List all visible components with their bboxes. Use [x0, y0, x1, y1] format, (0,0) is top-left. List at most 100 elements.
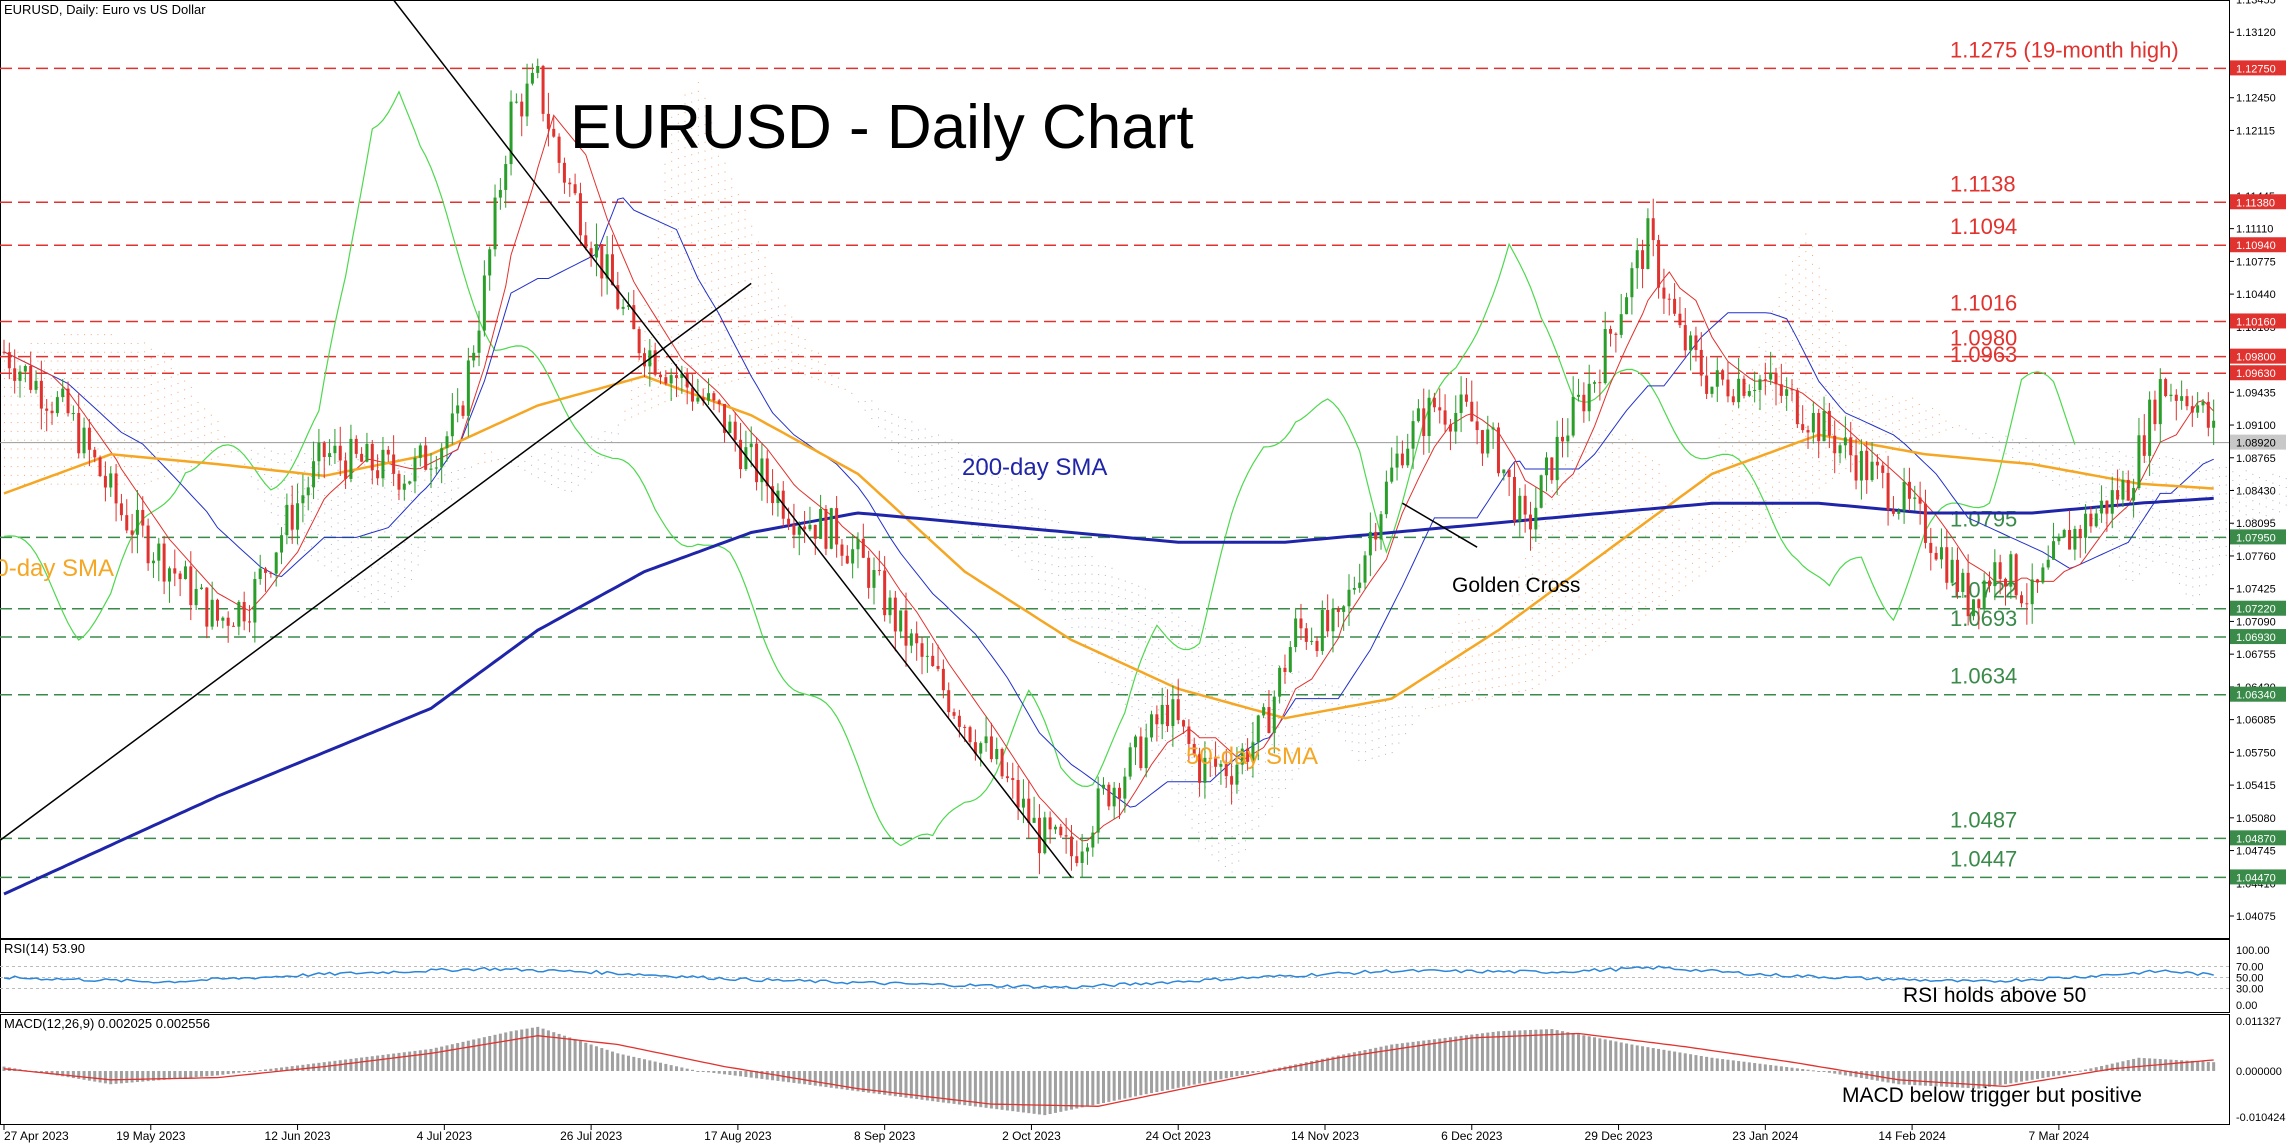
- cloud-dot: [277, 461, 279, 463]
- cloud-dot: [57, 466, 59, 468]
- cloud-dot: [177, 470, 179, 472]
- cloud-dot: [1371, 731, 1373, 733]
- cloud-dot: [1211, 819, 1213, 821]
- cloud-dot: [1124, 650, 1126, 652]
- cloud-dot: [164, 440, 166, 442]
- cloud-dot: [1678, 546, 1680, 548]
- cloud-dot: [410, 543, 412, 545]
- cloud-dot: [2012, 448, 2014, 450]
- cloud-dot: [84, 360, 86, 362]
- cloud-dot: [1578, 578, 1580, 580]
- cloud-dot: [744, 368, 746, 370]
- cloud-dot: [1878, 409, 1880, 411]
- cloud-dot: [671, 283, 673, 285]
- cloud-dot: [1391, 752, 1393, 754]
- cloud-dot: [971, 481, 973, 483]
- cloud-dot: [1771, 310, 1773, 312]
- cloud-dot: [1558, 574, 1560, 576]
- cloud-dot: [1698, 496, 1700, 498]
- cloud-dot: [1171, 638, 1173, 640]
- cloud-dot: [1838, 420, 1840, 422]
- candle-body: [226, 617, 230, 626]
- cloud-dot: [2098, 466, 2100, 468]
- candle-body: [210, 599, 214, 627]
- cloud-dot: [1491, 669, 1493, 671]
- candle-body: [23, 365, 27, 372]
- cloud-dot: [1511, 683, 1513, 685]
- cloud-dot: [1818, 329, 1820, 331]
- cloud-dot: [2152, 551, 2154, 553]
- cloud-dot: [1792, 498, 1794, 500]
- cloud-dot: [1852, 402, 1854, 404]
- cloud-dot: [1264, 664, 1266, 666]
- cloud-dot: [1758, 478, 1760, 480]
- cloud-dot: [1765, 447, 1767, 449]
- cloud-dot: [1785, 309, 1787, 311]
- cloud-dot: [1852, 358, 1854, 360]
- cloud-dot: [637, 360, 639, 362]
- cloud-dot: [1525, 672, 1527, 674]
- cloud-dot: [17, 369, 19, 371]
- candle-body: [1331, 608, 1335, 632]
- cloud-dot: [370, 584, 372, 586]
- candle-body: [701, 397, 705, 401]
- cloud-dot: [1705, 517, 1707, 519]
- cloud-dot: [1832, 460, 1834, 462]
- cloud-dot: [1758, 390, 1760, 392]
- cloud-dot: [1131, 653, 1133, 655]
- candle-body: [1294, 618, 1298, 648]
- cloud-dot: [10, 483, 12, 485]
- cloud-dot: [1625, 575, 1627, 577]
- cloud-dot: [1992, 445, 1994, 447]
- cloud-dot: [137, 474, 139, 476]
- cloud-dot: [924, 428, 926, 430]
- cloud-dot: [384, 549, 386, 551]
- cloud-dot: [2152, 455, 2154, 457]
- cloud-dot: [44, 404, 46, 406]
- cloud-dot: [1264, 655, 1266, 657]
- cloud-dot: [2178, 512, 2180, 514]
- cloud-dot: [2018, 460, 2020, 462]
- cloud-dot: [144, 395, 146, 397]
- cloud-dot: [77, 474, 79, 476]
- cloud-dot: [1718, 481, 1720, 483]
- cloud-dot: [390, 578, 392, 580]
- candle-body: [1315, 640, 1319, 652]
- cloud-dot: [2225, 475, 2227, 477]
- cloud-dot: [998, 529, 1000, 531]
- cloud-dot: [2198, 567, 2200, 569]
- cloud-dot: [2172, 554, 2174, 556]
- cloud-dot: [370, 593, 372, 595]
- cloud-dot: [657, 263, 659, 265]
- cloud-dot: [270, 494, 272, 496]
- cloud-dot: [1631, 456, 1633, 458]
- cloud-dot: [931, 488, 933, 490]
- cloud-dot: [10, 404, 12, 406]
- cloud-dot: [1144, 641, 1146, 643]
- cloud-dot: [1158, 630, 1160, 632]
- cloud-dot: [697, 90, 699, 92]
- candle-body: [29, 365, 33, 390]
- cloud-dot: [791, 351, 793, 353]
- cloud-dot: [2145, 478, 2147, 480]
- cloud-dot: [1184, 700, 1186, 702]
- cloud-dot: [2185, 531, 2187, 533]
- cloud-dot: [1118, 622, 1120, 624]
- candle-body: [525, 83, 529, 117]
- cloud-dot: [150, 480, 152, 482]
- cloud-dot: [1124, 580, 1126, 582]
- cloud-dot: [1518, 603, 1520, 605]
- cloud-dot: [164, 361, 166, 363]
- cloud-dot: [1865, 423, 1867, 425]
- cloud-dot: [697, 284, 699, 286]
- cloud-dot: [1358, 698, 1360, 700]
- cloud-dot: [2245, 514, 2247, 516]
- cloud-dot: [697, 161, 699, 163]
- cloud-dot: [164, 475, 166, 477]
- cloud-dot: [1585, 548, 1587, 550]
- cloud-dot: [1538, 613, 1540, 615]
- cloud-dot: [344, 518, 346, 520]
- cloud-dot: [1665, 494, 1667, 496]
- cloud-dot: [1291, 752, 1293, 754]
